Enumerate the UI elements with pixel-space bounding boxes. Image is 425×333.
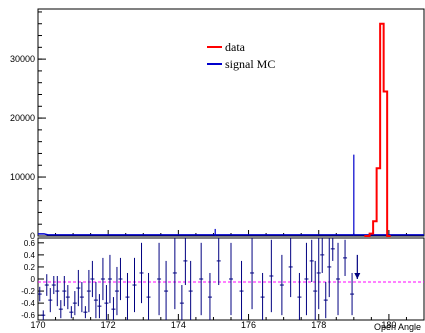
residual-x-tick-label: 176 (241, 320, 256, 330)
residual-arrow-head (354, 273, 361, 279)
residual-x-tick-label: 178 (311, 320, 326, 330)
main-y-axis: 0 10000 20000 30000 (10, 11, 46, 241)
legend: data signal MC (207, 40, 275, 71)
residual-arrow-marker (354, 254, 361, 279)
signal-mc-baseline (38, 233, 424, 236)
residual-y-tick-label: 0.4 (24, 251, 36, 260)
residual-y-tick-label: -0.4 (21, 299, 35, 308)
main-y-tick-label: 30000 (10, 54, 35, 64)
residual-x-axis: 170 172 174 176 178 180 (30, 314, 425, 330)
residual-x-tick-label: 180 (381, 320, 396, 330)
legend-label-data: data (225, 40, 246, 54)
legend-label-signal-mc: signal MC (225, 57, 275, 71)
data-series-step (364, 22, 391, 237)
residual-y-axis: 0.6 0.4 0.2 0 -0.2 -0.4 -0.6 (21, 239, 44, 320)
residual-panel: 0.6 0.4 0.2 0 -0.2 -0.4 -0.6 170 172 174 176 178 18… (21, 237, 425, 332)
main-series-layer (38, 22, 424, 237)
residual-x-tick-label: 172 (101, 320, 116, 330)
residual-x-tick-label: 170 (30, 320, 45, 330)
residual-y-tick-label: 0.6 (24, 239, 36, 248)
residual-y-tick-label: 0.2 (24, 263, 36, 272)
x-axis-title: Open Angle (374, 322, 421, 332)
main-y-tick-label: 20000 (10, 113, 35, 123)
main-panel: 0 10000 20000 30000 data signal MC (10, 8, 425, 241)
residual-x-tick-label: 174 (171, 320, 186, 330)
main-y-tick-label: 0 (30, 231, 35, 241)
residual-y-tick-label: -0.6 (21, 311, 35, 320)
residual-points-layer (37, 238, 355, 320)
residual-y-tick-label: 0 (31, 275, 36, 284)
main-y-tick-label: 10000 (10, 172, 35, 182)
residual-y-tick-label: -0.2 (21, 287, 35, 296)
